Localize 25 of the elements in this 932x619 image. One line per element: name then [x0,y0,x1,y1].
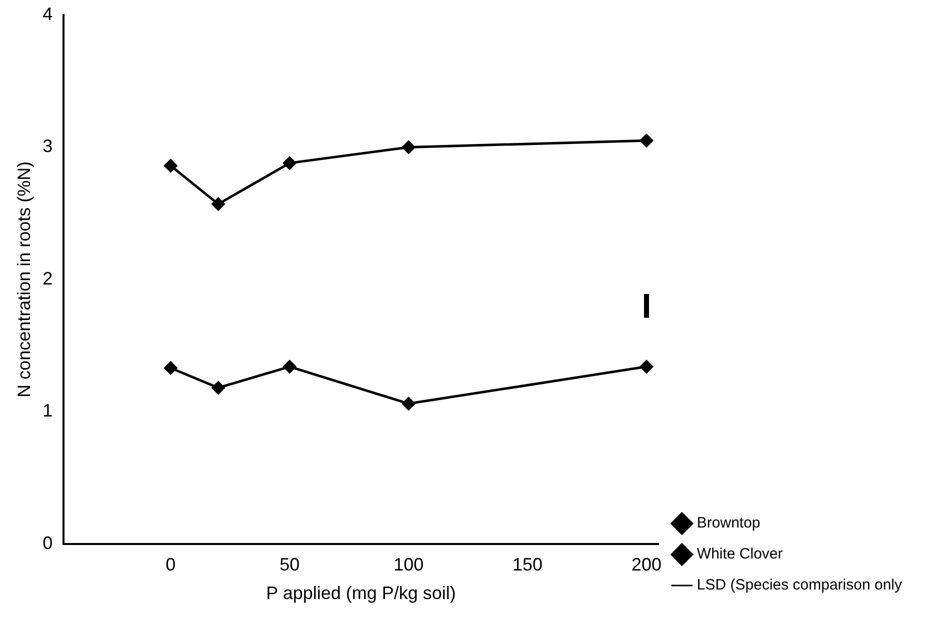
x-tick-label: 100 [394,554,424,575]
y-tick-label: 2 [42,268,53,288]
point [164,361,178,375]
y-tick-label: 0 [42,532,53,553]
point [402,396,416,410]
x-tick-label: 150 [512,554,543,575]
point [640,134,654,148]
point [282,156,296,170]
legend-label: White Clover [696,546,783,563]
legend-label: Browntop [696,514,760,532]
point [282,360,296,374]
x-tick-label: 0 [166,554,176,575]
point [212,381,226,395]
point [212,197,226,211]
y-tick-label: 4 [42,4,53,24]
x-tick-label: 200 [631,554,662,575]
point [164,158,178,172]
x-tick-label: 50 [280,554,300,575]
y-tick-label: 1 [42,400,53,421]
point [402,140,416,154]
point [640,360,654,374]
y-axis-title: N concentration in roots (%N) [14,161,34,398]
legend-label: LSD (Species comparison only [696,576,902,594]
y-tick-label: 3 [42,136,53,156]
x-axis-title: P applied (mg P/kg soil) [266,583,456,604]
